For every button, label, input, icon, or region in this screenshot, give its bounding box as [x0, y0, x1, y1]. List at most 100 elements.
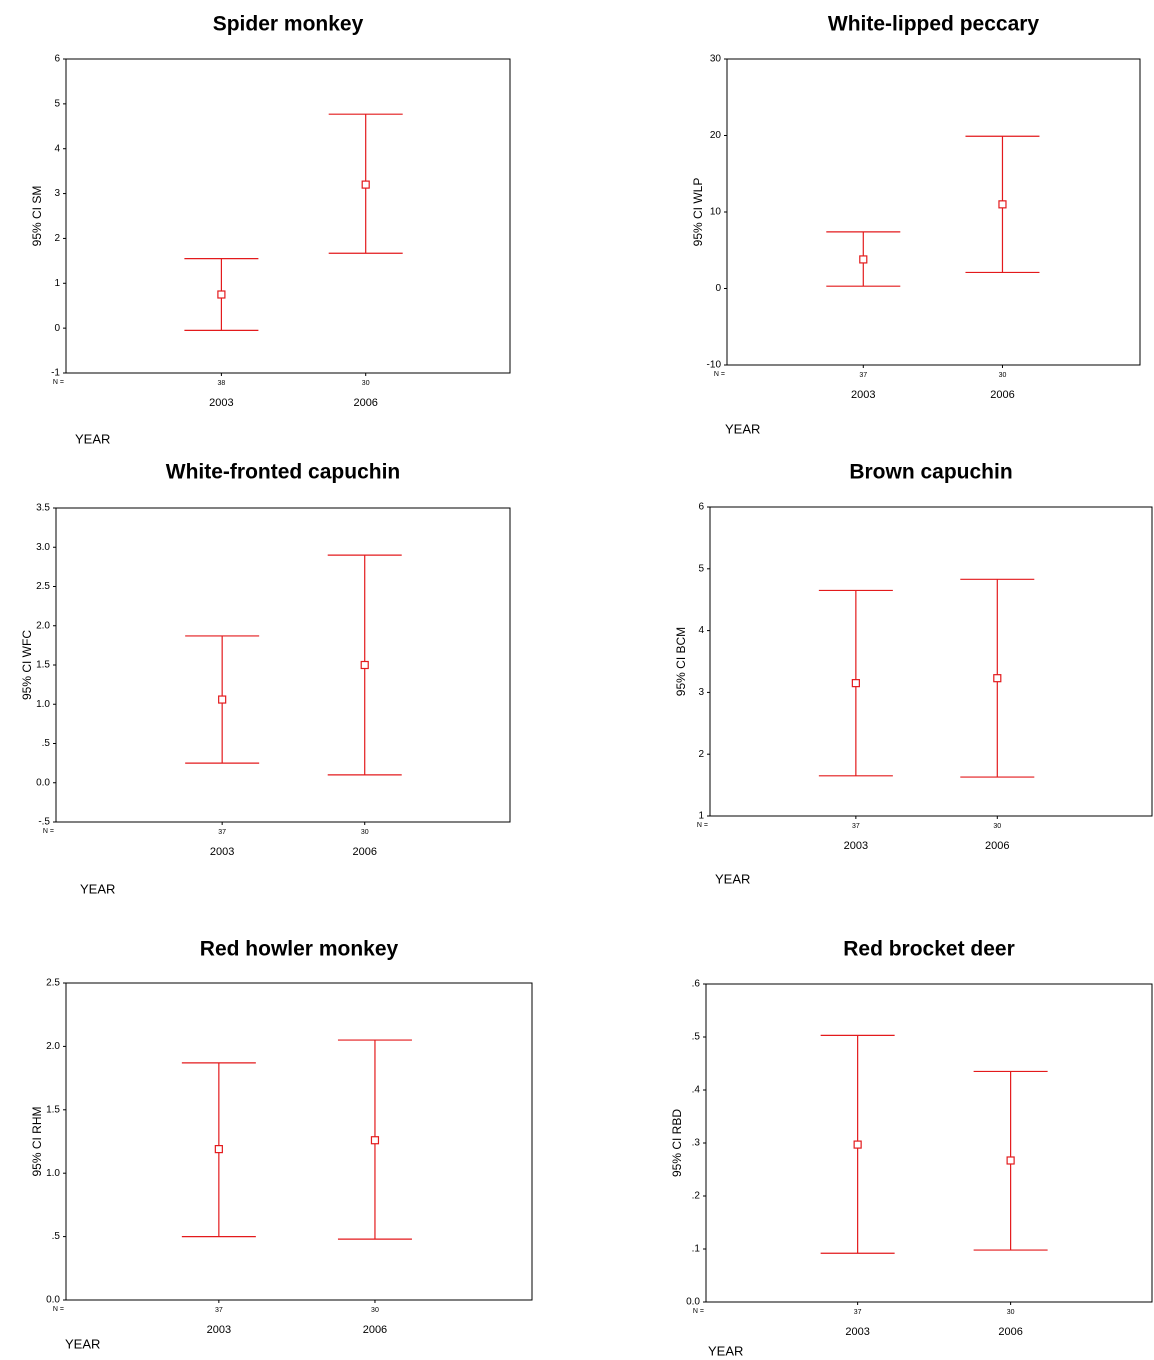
- error-bar: [327, 554, 402, 776]
- y-tick-label: 30: [710, 54, 722, 65]
- y-tick-label: 2.0: [46, 1041, 60, 1052]
- mean-marker: [370, 1136, 380, 1145]
- x-tick-label: 2003: [844, 840, 868, 852]
- x-tick-label: 2006: [353, 397, 377, 409]
- x-axis-label: YEAR: [725, 421, 760, 436]
- error-bar: [820, 1034, 895, 1254]
- mean-marker: [998, 200, 1007, 209]
- y-tick-label: 3: [54, 188, 60, 199]
- y-tick-label: 1: [54, 278, 60, 289]
- y-tick-label: .1: [692, 1244, 701, 1255]
- mean-marker: [218, 695, 227, 704]
- n-count: 37: [218, 829, 226, 836]
- x-tick-label: 2006: [363, 1324, 387, 1336]
- y-axis-label: 95% CI SM: [30, 186, 44, 247]
- y-tick-label: .5: [52, 1231, 61, 1242]
- chart-title: White-lipped peccary: [828, 13, 1040, 36]
- y-tick-label: -10: [707, 360, 722, 371]
- chart-title: Spider monkey: [213, 13, 364, 36]
- x-axis-label: YEAR: [708, 1343, 743, 1358]
- y-tick-label: -.5: [38, 817, 50, 828]
- y-tick-label: 2: [698, 749, 704, 760]
- y-tick-label: 1.5: [46, 1104, 60, 1115]
- x-tick-label: 2006: [985, 840, 1009, 852]
- chart-title: Red howler monkey: [200, 938, 399, 961]
- plot-frame: [55, 507, 511, 823]
- plot-frame: [65, 982, 533, 1301]
- y-tick-label: 1: [698, 811, 704, 822]
- y-tick-label: -1: [51, 368, 60, 379]
- mean-marker: [1006, 1156, 1015, 1165]
- x-tick-label: 2003: [210, 846, 234, 858]
- error-bar: [973, 1070, 1048, 1251]
- y-tick-label: 0.0: [686, 1297, 700, 1308]
- x-tick-label: 2006: [998, 1326, 1022, 1338]
- n-label: N =: [43, 828, 54, 835]
- plot-frame: [709, 506, 1153, 817]
- error-bar: [337, 1039, 412, 1240]
- mean-marker: [851, 679, 860, 688]
- plot-frame: [726, 58, 1141, 366]
- error-bar: [185, 635, 260, 764]
- y-axis-label: 95% CI BCM: [674, 627, 688, 696]
- n-count: 30: [993, 823, 1001, 830]
- y-tick-label: 6: [698, 502, 704, 513]
- y-tick-label: .4: [692, 1085, 701, 1096]
- y-tick-label: 10: [710, 207, 722, 218]
- chart-title: White-fronted capuchin: [166, 461, 401, 484]
- n-count: 37: [852, 823, 860, 830]
- y-tick-label: .5: [42, 738, 51, 749]
- y-tick-label: 0.0: [36, 777, 50, 788]
- y-tick-label: .3: [692, 1138, 701, 1149]
- error-bar: [184, 258, 259, 331]
- plot-frame: [65, 58, 511, 374]
- y-tick-label: 1.5: [36, 660, 50, 671]
- y-tick-label: 2.5: [36, 581, 50, 592]
- n-count: 37: [854, 1309, 862, 1316]
- x-tick-label: 2003: [209, 397, 233, 409]
- n-label: N =: [693, 1308, 704, 1315]
- n-count: 30: [361, 829, 369, 836]
- n-count: 30: [362, 380, 370, 387]
- mean-marker: [853, 1140, 862, 1149]
- mean-marker: [217, 290, 226, 299]
- chart-title: Red brocket deer: [843, 938, 1015, 961]
- error-bar: [826, 231, 901, 287]
- y-tick-label: 0.0: [46, 1295, 60, 1306]
- error-bar: [818, 589, 893, 777]
- y-tick-label: 0: [715, 283, 721, 294]
- error-bar: [960, 578, 1035, 778]
- y-tick-label: .2: [692, 1191, 701, 1202]
- n-count: 30: [371, 1307, 379, 1314]
- x-tick-label: 2003: [851, 389, 875, 401]
- n-count: 38: [218, 380, 226, 387]
- y-tick-label: 4: [54, 143, 60, 154]
- y-axis-label: 95% CI WFC: [20, 630, 34, 700]
- n-count: 37: [215, 1307, 223, 1314]
- x-tick-label: 2003: [845, 1326, 869, 1338]
- y-tick-label: 1.0: [46, 1168, 60, 1179]
- n-count: 30: [999, 372, 1007, 379]
- x-axis-label: YEAR: [80, 881, 115, 896]
- y-tick-label: 3.0: [36, 542, 50, 553]
- n-count: 37: [859, 372, 867, 379]
- y-tick-label: 0: [54, 323, 60, 334]
- x-axis-label: YEAR: [715, 871, 750, 886]
- mean-marker: [361, 180, 370, 189]
- y-tick-label: 3.5: [36, 503, 50, 514]
- plot-frame: [705, 983, 1153, 1303]
- x-tick-label: 2003: [207, 1324, 231, 1336]
- y-tick-label: 5: [698, 563, 704, 574]
- y-tick-label: 20: [710, 130, 722, 141]
- chart-title: Brown capuchin: [849, 461, 1012, 484]
- y-tick-label: 3: [698, 687, 704, 698]
- error-bar: [328, 113, 403, 254]
- mean-marker: [859, 255, 868, 264]
- y-tick-label: .6: [692, 979, 701, 990]
- y-tick-label: 5: [54, 98, 60, 109]
- y-tick-label: 2: [54, 233, 60, 244]
- mean-marker: [214, 1145, 223, 1154]
- y-axis-label: 95% CI RHM: [30, 1106, 44, 1176]
- y-tick-label: .5: [692, 1032, 701, 1043]
